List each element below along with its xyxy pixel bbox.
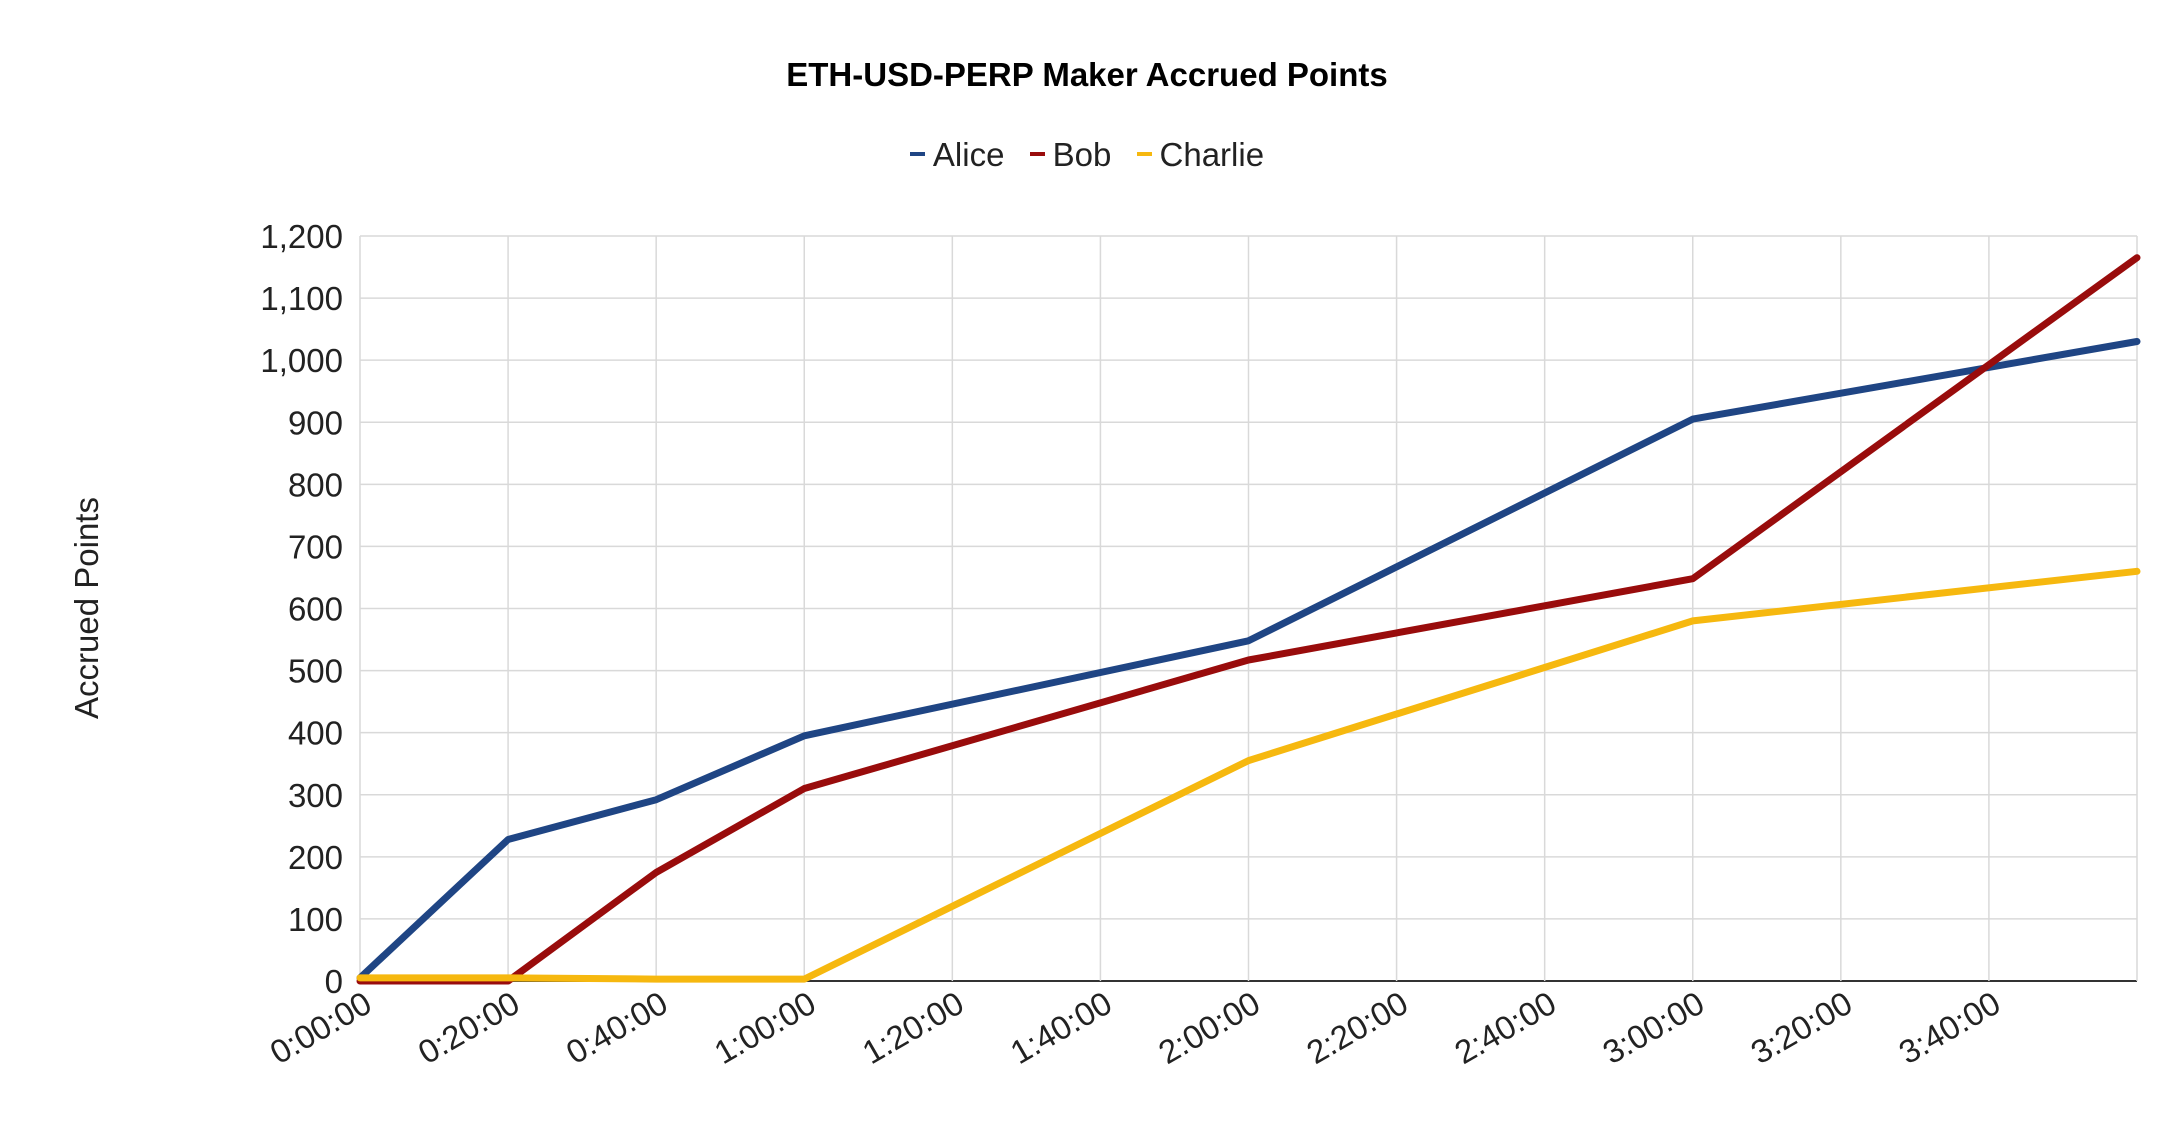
y-tick-label: 500 bbox=[288, 653, 343, 690]
y-tick-label: 300 bbox=[288, 777, 343, 814]
y-tick-label: 800 bbox=[288, 466, 343, 503]
gridlines bbox=[359, 235, 2138, 982]
legend-swatch-alice bbox=[909, 152, 925, 157]
y-tick-label: 700 bbox=[288, 528, 343, 565]
y-tick-label: 1,200 bbox=[260, 218, 343, 255]
x-tick-label: 3:40:00 bbox=[1893, 984, 2007, 1071]
x-tick-label: 0:40:00 bbox=[560, 984, 674, 1071]
y-tick-label: 400 bbox=[288, 715, 343, 752]
legend-item-charlie: Charlie bbox=[1136, 136, 1265, 174]
legend-label-alice: Alice bbox=[932, 136, 1005, 173]
x-tick-label: 0:00:00 bbox=[264, 984, 378, 1071]
legend-label-bob: Bob bbox=[1052, 136, 1112, 173]
x-tick-label: 0:20:00 bbox=[412, 984, 526, 1071]
legend-swatch-charlie bbox=[1136, 152, 1152, 157]
legend-label-charlie: Charlie bbox=[1159, 136, 1265, 173]
y-tick-label: 600 bbox=[288, 591, 343, 628]
legend-item-alice: Alice bbox=[909, 136, 1005, 174]
series-line-charlie bbox=[356, 567, 2141, 983]
x-tick-label: 3:20:00 bbox=[1744, 984, 1858, 1071]
x-tick-label: 2:00:00 bbox=[1152, 984, 1266, 1071]
x-tick-labels: 0:00:00 0:20:00 0:40:00 1:00:00 1:20:00 1:40:… bbox=[264, 984, 2007, 1071]
series-lines bbox=[356, 254, 2141, 985]
y-tick-label: 200 bbox=[288, 839, 343, 876]
x-tick-label: 1:00:00 bbox=[708, 984, 822, 1071]
y-tick-label: 0 bbox=[325, 963, 343, 1000]
chart-title: ETH-USD-PERP Maker Accrued Points bbox=[786, 56, 1388, 93]
y-tick-label: 900 bbox=[288, 404, 343, 441]
legend: Alice Bob Charlie bbox=[0, 136, 2174, 174]
y-tick-labels: 0 100 200 300 400 500 600 700 800 900 1,000 1,100 1,… bbox=[260, 218, 343, 1000]
x-tick-label: 2:20:00 bbox=[1300, 984, 1414, 1071]
x-tick-label: 3:00:00 bbox=[1596, 984, 1710, 1071]
series-line-alice bbox=[356, 338, 2141, 982]
y-tick-label: 100 bbox=[288, 901, 343, 938]
legend-swatch-bob bbox=[1029, 152, 1045, 157]
y-tick-label: 1,000 bbox=[260, 342, 343, 379]
x-tick-label: 1:20:00 bbox=[856, 984, 970, 1071]
y-tick-label: 1,100 bbox=[260, 280, 343, 317]
x-tick-label: 1:40:00 bbox=[1004, 984, 1118, 1071]
x-tick-label: 2:40:00 bbox=[1448, 984, 1562, 1071]
legend-item-bob: Bob bbox=[1029, 136, 1112, 174]
